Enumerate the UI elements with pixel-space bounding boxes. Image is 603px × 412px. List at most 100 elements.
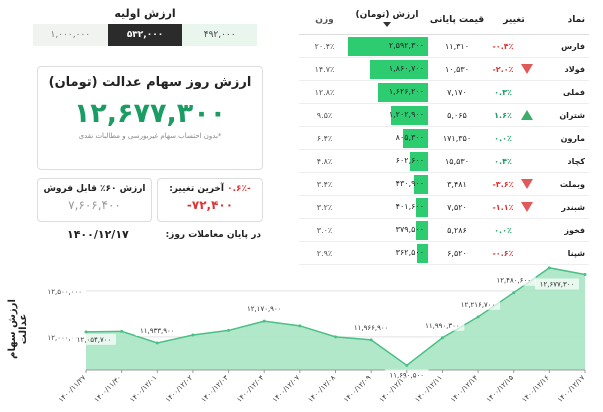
- point-label: ۱۲,۱۷۰,۹۰۰: [247, 305, 282, 313]
- point-label-box: [242, 303, 287, 315]
- row-change-arrow: [520, 41, 534, 52]
- row-value-text: ۱,۸۶۰,۷۰۰: [388, 63, 424, 73]
- total-value-note: *بدون احتساب سهام غیربورسی و مطالبات نقد…: [78, 132, 222, 140]
- data-point: [440, 336, 444, 340]
- row-symbol[interactable]: شتران: [559, 110, 585, 120]
- row-change-arrow: [520, 201, 534, 213]
- point-label-box: [135, 324, 180, 336]
- row-change-arrow: [520, 109, 534, 121]
- row-change-pct: -۰.۴٪: [492, 41, 514, 51]
- x-tick-label: ۱۴۰۰/۱۲/۰۱: [128, 374, 158, 404]
- table-row[interactable]: شپنا -۰.۶٪ ۶,۵۲۰ ۳۶۲,۵۰۰ ۲.۹٪: [299, 242, 589, 265]
- row-symbol[interactable]: مارون: [560, 133, 585, 143]
- point-label-box: [384, 369, 429, 381]
- header-price[interactable]: قیمت پایانی: [429, 15, 485, 25]
- row-price: ۷,۱۷۰: [447, 87, 467, 97]
- row-price: ۶,۵۲۰: [447, 248, 467, 258]
- down-arrow-icon: [521, 63, 533, 74]
- row-symbol[interactable]: وبملت: [559, 179, 585, 189]
- table-body: فارس -۰.۴٪ ۱۱,۳۱۰ ۲,۵۹۲,۳۰۰ ۲۰.۴٪ فولاد -۲.۰٪ ۱…: [299, 35, 589, 265]
- x-tick-label: ۱۴۰۰/۱۲/۱۷: [556, 374, 586, 404]
- sellable-value-card: ارزش ۶۰٪ قابل فروش ۷,۶۰۶,۴۰۰: [37, 178, 152, 222]
- y-tick-label: ۱۲,۵۰۰,۰۰۰: [47, 288, 82, 296]
- initial-value-option-532000[interactable]: ۵۳۲,۰۰۰: [107, 24, 183, 46]
- data-point: [405, 363, 409, 367]
- row-change-pct: -۱.۱٪: [492, 202, 514, 212]
- row-symbol[interactable]: فارس: [561, 41, 585, 51]
- table-row[interactable]: فخوز ۰.۰٪ ۵,۲۸۶ ۳۷۹,۵۰۰ ۳.۰٪: [299, 219, 589, 242]
- row-change: ۰.۴٪: [486, 156, 542, 167]
- row-value: ۳۷۹,۵۰۰: [346, 220, 428, 241]
- data-point: [369, 338, 373, 342]
- row-value: ۸۰۵,۳۰۰: [346, 128, 428, 149]
- row-symbol[interactable]: فملی: [563, 87, 585, 97]
- table-row[interactable]: فملی ۰.۳٪ ۷,۱۷۰ ۱,۶۲۶,۲۰۰ ۱۲.۸٪: [299, 81, 589, 104]
- table-row[interactable]: فولاد -۲.۰٪ ۱۰,۵۳۰ ۱,۸۶۰,۷۰۰ ۱۴.۷٪: [299, 58, 589, 81]
- row-value-bar: [403, 128, 428, 148]
- table-row[interactable]: مارون ۰.۰٪ ۱۷۱,۳۵۰ ۸۰۵,۳۰۰ ۶.۴٪: [299, 127, 589, 150]
- table-row[interactable]: شتران ۱.۶٪ ۵,۰۶۵ ۱,۲۰۲,۹۰۰ ۹.۵٪: [299, 104, 589, 127]
- initial-value-option-1000000[interactable]: ۱,۰۰۰,۰۰۰: [33, 24, 108, 46]
- table-row[interactable]: کچاد ۰.۴٪ ۱۵,۵۳۰ ۶۰۲,۶۰۰ ۴.۸٪: [299, 150, 589, 173]
- row-value: ۴۳۰,۹۰۰: [346, 174, 428, 195]
- down-arrow-icon: [521, 201, 533, 212]
- data-point: [191, 333, 195, 337]
- row-weight: ۳.۰٪: [316, 225, 333, 235]
- data-point: [155, 341, 159, 345]
- row-change: -۰.۴٪: [486, 41, 542, 52]
- row-weight: ۲.۹٪: [316, 248, 333, 258]
- table-row[interactable]: وبملت -۳.۶٪ ۳,۴۸۱ ۴۳۰,۹۰۰ ۳.۴٪: [299, 173, 589, 196]
- row-change-arrow: [520, 63, 534, 75]
- x-tick-label: ۱۴۰۰/۱۲/۰۷: [271, 374, 301, 404]
- row-change-pct: ۰.۳٪: [494, 87, 512, 97]
- x-tick-label: ۱۴۰۰/۱۲/۰۲: [164, 374, 194, 404]
- point-label-box: [72, 333, 116, 345]
- last-change-title: آخرین تغییر:: [169, 184, 224, 194]
- data-point: [227, 328, 231, 332]
- row-symbol[interactable]: شبندر: [561, 202, 585, 212]
- row-value-bar: [409, 151, 428, 171]
- down-arrow-icon: [521, 178, 533, 189]
- header-symbol[interactable]: نماد: [567, 15, 585, 25]
- row-value: ۱,۲۰۲,۹۰۰: [346, 105, 428, 126]
- holdings-table: نماد تغییر قیمت پایانی ارزش (تومان) وزن …: [299, 6, 589, 265]
- data-point: [262, 319, 266, 323]
- row-change: ۱.۶٪: [486, 109, 542, 121]
- row-value: ۳۶۲,۵۰۰: [346, 243, 428, 264]
- row-change-pct: ۱.۶٪: [494, 110, 512, 120]
- row-value-bar: [391, 105, 428, 125]
- table-row[interactable]: فارس -۰.۴٪ ۱۱,۳۱۰ ۲,۵۹۲,۳۰۰ ۲۰.۴٪: [299, 35, 589, 58]
- row-symbol[interactable]: شپنا: [567, 248, 585, 258]
- point-label: ۱۲,۲۱۶,۷۰۰: [461, 301, 496, 309]
- row-change-arrow: [520, 156, 534, 167]
- row-price: ۱۰,۵۳۰: [444, 64, 470, 74]
- header-change[interactable]: تغییر: [503, 15, 525, 25]
- header-weight[interactable]: وزن: [315, 15, 334, 25]
- point-label-box: [491, 274, 536, 286]
- row-symbol[interactable]: کچاد: [567, 156, 585, 166]
- value-history-chart: ۱۲,۰۰۰,۰۰۰ ۱۲,۵۰۰,۰۰۰ ۱۲,۰۵۴,۷۰۰ ۱۱,۹۳۳,۹۰۰…: [0, 252, 603, 412]
- row-symbol[interactable]: فولاد: [564, 64, 585, 74]
- chart-svg: ۱۲,۰۰۰,۰۰۰ ۱۲,۵۰۰,۰۰۰ ۱۲,۰۵۴,۷۰۰ ۱۱,۹۳۳,۹۰۰…: [47, 266, 587, 404]
- row-value: ۶۰۲,۶۰۰: [346, 151, 428, 172]
- point-label: ۱۱,۹۳۳,۹۰۰: [140, 327, 175, 335]
- point-label: ۱۱,۹۶۶,۹۰۰: [354, 324, 389, 332]
- x-tick-label: ۱۴۰۰/۱۲/۱۵: [485, 374, 515, 404]
- row-change: -۳.۶٪: [486, 178, 542, 190]
- point-label-box: [535, 278, 579, 290]
- row-weight: ۶.۴٪: [316, 133, 333, 143]
- row-value-text: ۴۳۰,۹۰۰: [395, 178, 424, 188]
- row-value: ۱,۸۶۰,۷۰۰: [346, 59, 428, 80]
- row-value-text: ۶۰۲,۶۰۰: [395, 155, 424, 165]
- row-symbol[interactable]: فخوز: [564, 225, 585, 235]
- data-point: [334, 335, 337, 339]
- header-value[interactable]: ارزش (تومان): [346, 10, 428, 30]
- total-value-card: ارزش روز سهام عدالت (تومان) ۱۲,۶۷۷,۳۰۰ *…: [37, 66, 263, 170]
- initial-value-option-492000[interactable]: ۴۹۲,۰۰۰: [182, 24, 258, 46]
- sellable-value: ۷,۶۰۶,۴۰۰: [68, 198, 121, 212]
- table-row[interactable]: شبندر -۱.۱٪ ۷,۵۲۰ ۴۰۱,۶۰۰ ۳.۲٪: [299, 196, 589, 219]
- data-point: [120, 329, 124, 333]
- point-label: ۱۲,۶۷۷,۳۰۰: [540, 281, 575, 289]
- x-tick-label: ۱۴۰۰/۱۱/۲۷: [57, 374, 87, 404]
